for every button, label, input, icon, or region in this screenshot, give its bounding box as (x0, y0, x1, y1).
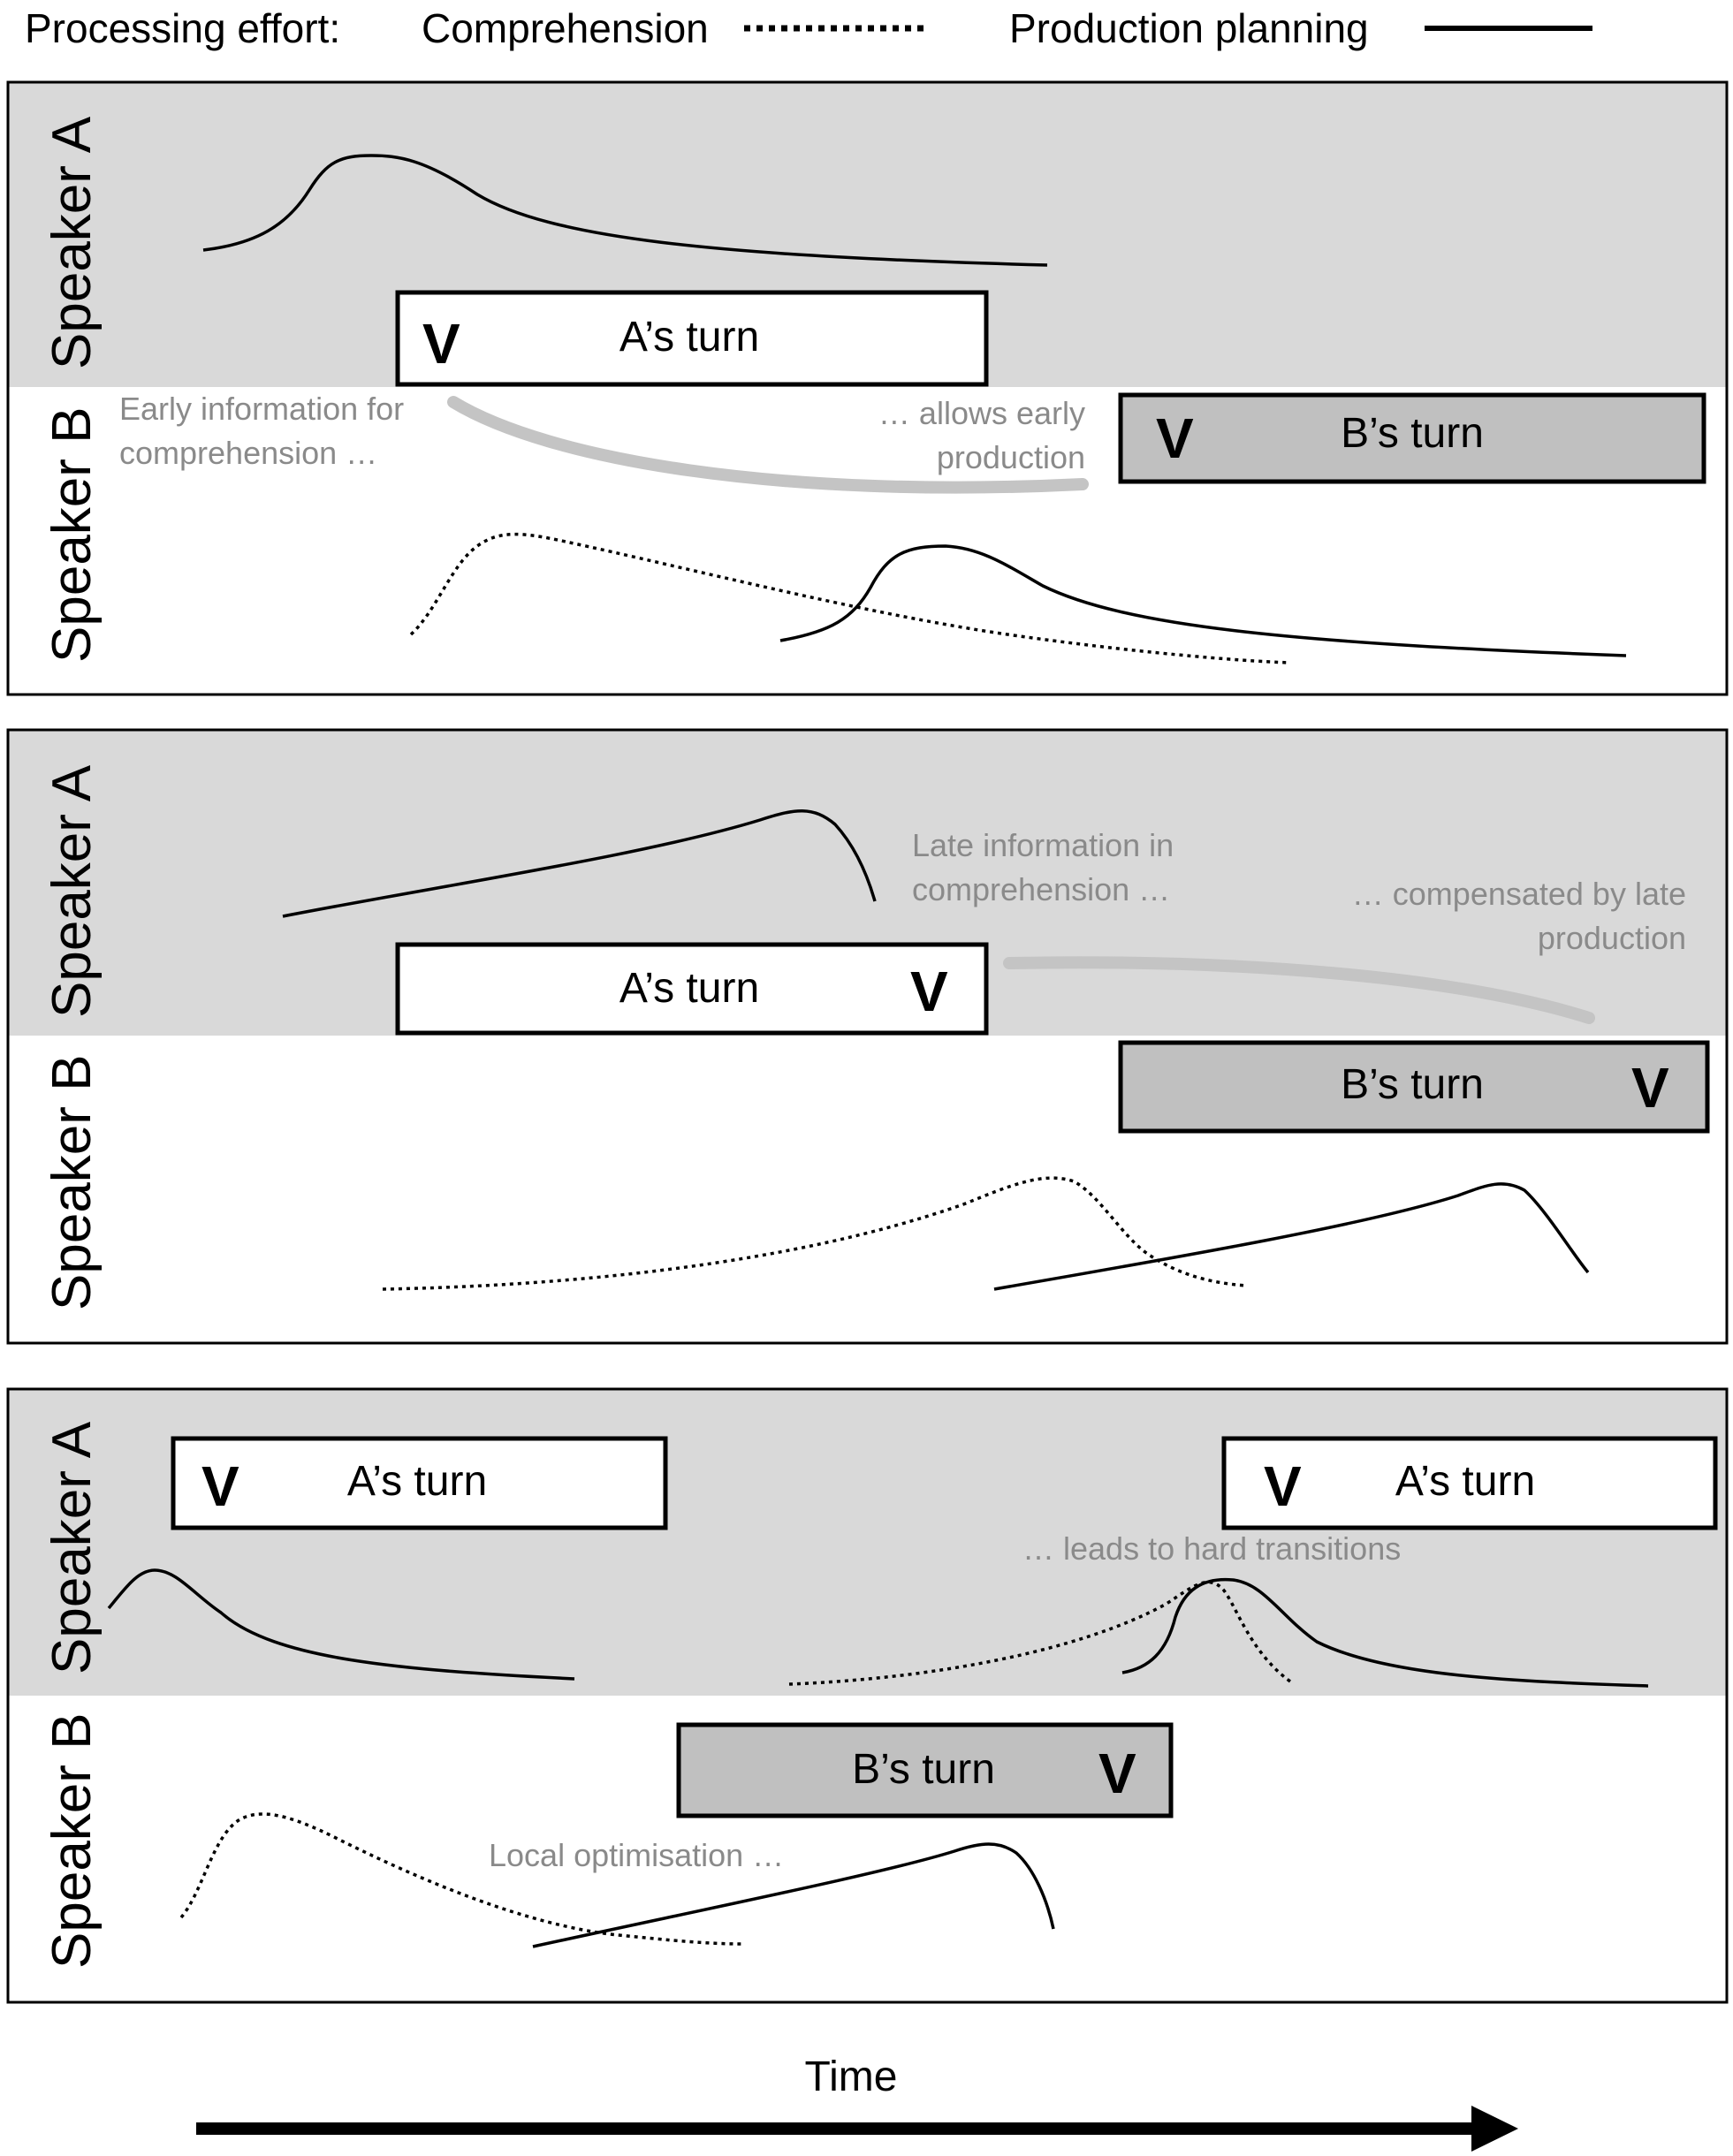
panel-frame (6, 80, 1729, 696)
early-to-early-arrow (447, 396, 1089, 494)
a-turn-label: A’s turn (347, 1458, 487, 1505)
speaker-b-comprehension-curve (409, 532, 1291, 664)
panel-local-optimisation: Speaker A Speaker B V A’s turn V A’s tur… (6, 1387, 1729, 2004)
speaker-a-label: Speaker A (42, 1421, 103, 1674)
speaker-b-comprehension-curve (382, 1176, 1247, 1291)
note-late-information: Late information in (912, 827, 1174, 863)
turn-marker-v: V (1264, 1454, 1302, 1518)
note-local-optimisation: Local optimisation … (489, 1837, 784, 1873)
turn-marker-v: V (201, 1454, 239, 1518)
speaker-b-label: Speaker B (42, 1712, 103, 1969)
panel-early-comprehension: Speaker A Speaker B V A’s turn Early inf… (6, 80, 1729, 696)
speaker-a-production-curve (282, 809, 877, 918)
turn-marker-v: V (910, 960, 948, 1023)
a-turn-label: A’s turn (1395, 1458, 1535, 1505)
turn-marker-v: V (1631, 1056, 1669, 1120)
time-arrow-head (1471, 2106, 1518, 2152)
note-allows-early: … allows early (878, 395, 1085, 431)
legend-heading: Processing effort: (25, 5, 340, 51)
a-turn-box (395, 290, 989, 387)
turn-marker-v: V (1098, 1742, 1136, 1805)
time-axis-label: Time (805, 2054, 898, 2100)
speaker-b-comprehension-curve (179, 1812, 743, 1946)
b-turn-box (1118, 392, 1706, 484)
speaker-a-production-curve-2 (1121, 1577, 1649, 1688)
time-axis: Time (196, 2054, 1518, 2152)
legend-comprehension-label: Comprehension (422, 5, 709, 51)
note-for-comprehension: comprehension … (119, 435, 377, 471)
speaker-b-production-curve (779, 544, 1627, 657)
speaker-b-label: Speaker B (42, 406, 103, 663)
speaker-a-band (8, 1389, 1727, 1696)
b-turn-label: B’s turn (1341, 1061, 1484, 1108)
speaker-a-production-curve (202, 154, 1048, 267)
a-turn-box (171, 1436, 668, 1530)
a-turn-box (1221, 1436, 1718, 1530)
note-early-information: Early information for (119, 391, 404, 427)
a-turn-box (395, 942, 989, 1036)
b-turn-label: B’s turn (852, 1746, 995, 1793)
note-production: production (937, 439, 1085, 475)
speaker-a-label: Speaker A (42, 116, 103, 369)
b-turn-box (1118, 1040, 1710, 1134)
panel-late-comprehension: Speaker A Speaker B Late information in … (6, 728, 1729, 1345)
legend: Processing effort: Comprehension Product… (25, 5, 1592, 51)
speaker-b-production-curve (993, 1182, 1590, 1291)
panel-frame (6, 728, 1729, 1345)
turn-marker-v: V (422, 312, 460, 376)
note-in-comprehension: comprehension … (912, 871, 1170, 907)
speaker-a-production-curve-1 (107, 1568, 575, 1681)
note-compensated-by: … compensated by late (1352, 876, 1686, 912)
a-turn-label: A’s turn (619, 965, 759, 1012)
speaker-a-label: Speaker A (42, 764, 103, 1018)
panel-frame (6, 1387, 1729, 2004)
b-turn-label: B’s turn (1341, 410, 1484, 457)
b-turn-box (676, 1722, 1174, 1818)
speaker-b-label: Speaker B (42, 1054, 103, 1310)
legend-production-label: Production planning (1009, 5, 1369, 51)
note-hard-transitions: … leads to hard transitions (1022, 1530, 1401, 1567)
note-late-production: production (1538, 920, 1686, 956)
late-to-late-arrow (1003, 956, 1595, 1024)
a-turn-label: A’s turn (619, 314, 759, 361)
speaker-b-production-curve (532, 1842, 1055, 1948)
turn-marker-v: V (1156, 406, 1194, 470)
